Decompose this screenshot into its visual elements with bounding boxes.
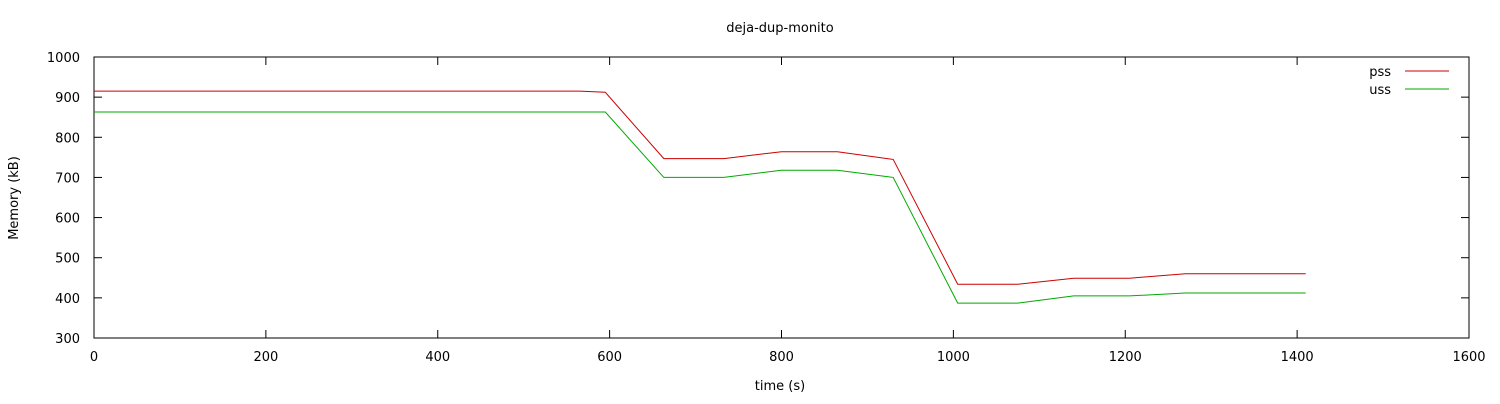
x-tick-label: 0 — [90, 350, 98, 365]
y-tick-label: 400 — [55, 292, 80, 307]
x-tick-label: 200 — [253, 350, 278, 365]
x-tick-label: 1400 — [1281, 350, 1314, 365]
legend-label-pss: pss — [1369, 65, 1391, 80]
series-line-pss — [94, 90, 1306, 285]
y-tick-label: 300 — [55, 332, 80, 347]
x-tick-label: 800 — [769, 350, 794, 365]
plot-area-frame — [93, 56, 1470, 339]
x-axis-label: time (s) — [755, 379, 805, 394]
x-tick-label: 600 — [597, 350, 622, 365]
legend: pss uss — [1369, 65, 1449, 98]
y-tick-label: 700 — [55, 171, 80, 186]
series-layer — [94, 90, 1306, 304]
chart-title: deja-dup-monito — [726, 21, 834, 36]
x-tick-label: 400 — [425, 350, 450, 365]
x-tick-label: 1600 — [1452, 350, 1485, 365]
y-tick-label: 800 — [55, 131, 80, 146]
y-tick-label: 600 — [55, 212, 80, 227]
series-line-uss — [94, 111, 1306, 304]
axis-ticks: 0 200 400 600 800 1000 1200 1400 1600 300 400 500 60… — [47, 51, 1486, 365]
x-tick-label: 1000 — [937, 350, 970, 365]
y-tick-label: 900 — [55, 91, 80, 106]
y-axis-label: Memory (kB) — [7, 156, 22, 240]
legend-label-uss: uss — [1369, 83, 1391, 98]
y-tick-label: 1000 — [47, 51, 80, 66]
x-tick-label: 1200 — [1109, 350, 1142, 365]
y-tick-label: 500 — [55, 252, 80, 267]
